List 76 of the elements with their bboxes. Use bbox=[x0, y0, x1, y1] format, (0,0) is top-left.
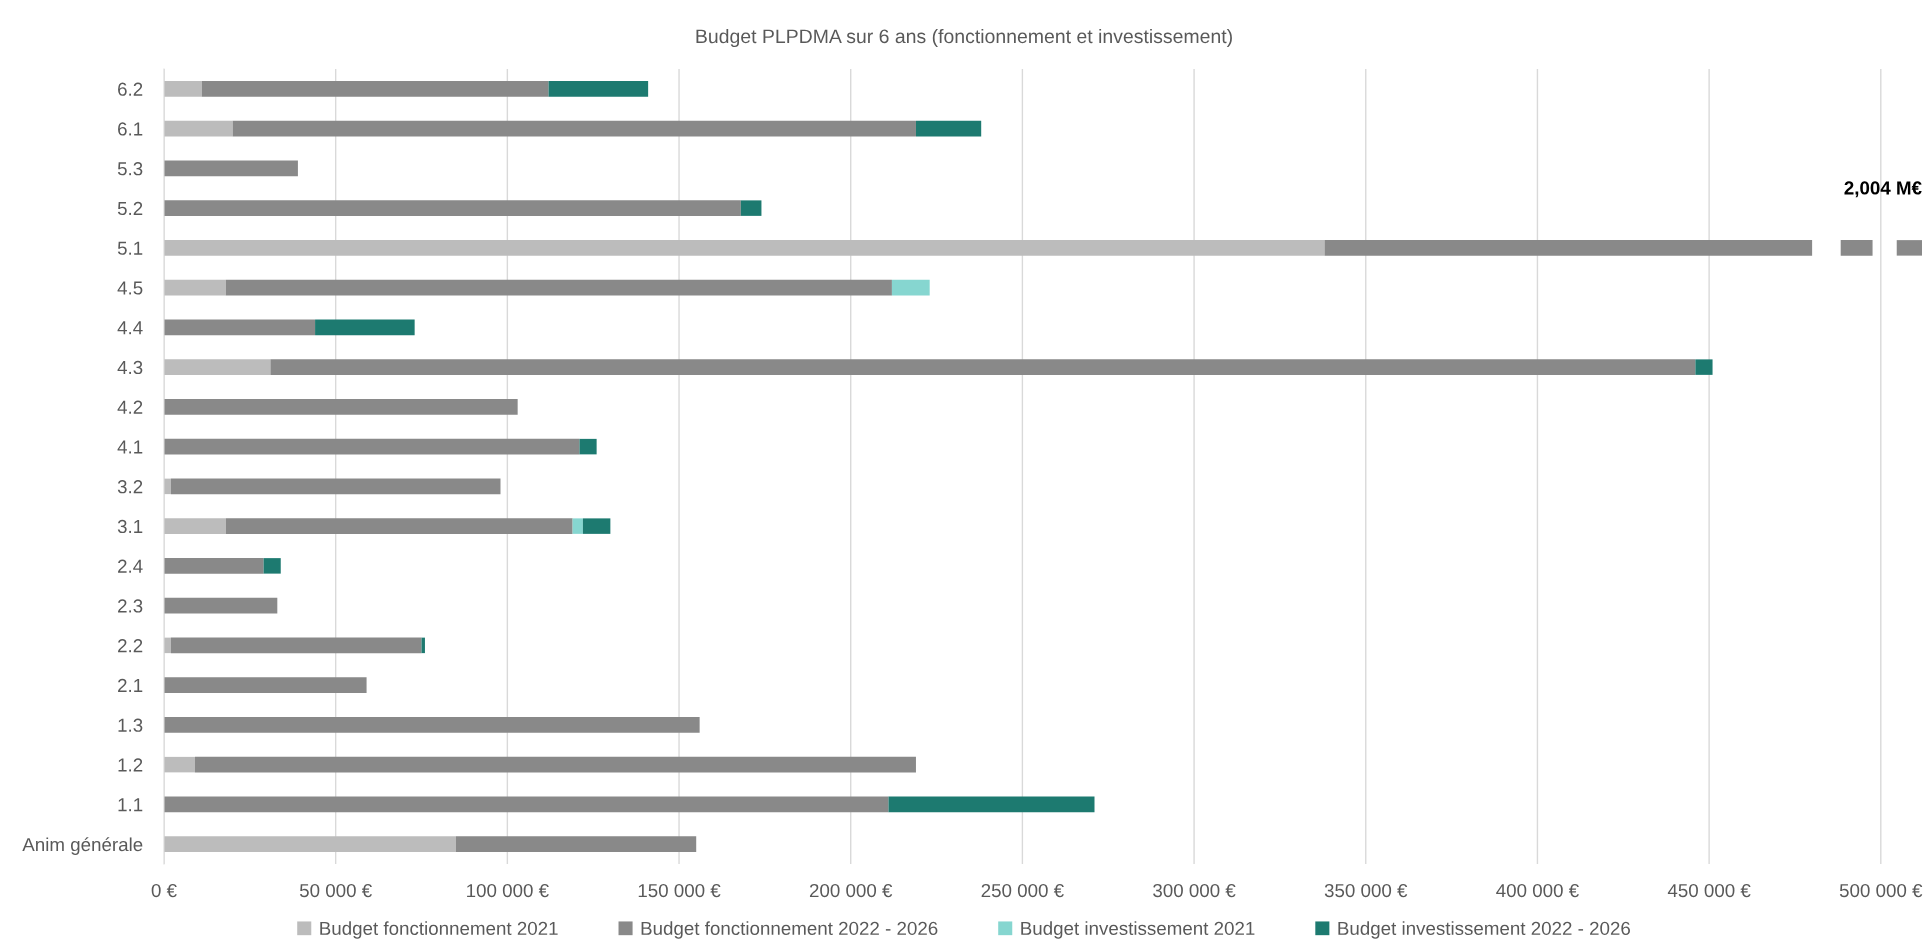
x-tick-label: 500 000 € bbox=[1839, 883, 1923, 898]
bar bbox=[225, 279, 892, 296]
bar bbox=[164, 597, 278, 614]
x-tick-label: 350 000 € bbox=[1324, 883, 1408, 898]
bar bbox=[170, 637, 422, 654]
x-tick-label: 150 000 € bbox=[638, 883, 721, 898]
x-tick-label: 450 000 € bbox=[1667, 883, 1751, 898]
bar bbox=[915, 120, 982, 137]
y-tick-label: 2.4 bbox=[118, 559, 143, 573]
x-tick-label: 250 000 € bbox=[981, 883, 1064, 898]
bar bbox=[582, 518, 611, 534]
bar bbox=[201, 81, 549, 97]
y-tick-label: 6.1 bbox=[118, 122, 143, 136]
x-tick-label: 200 000 € bbox=[809, 883, 893, 898]
bar bbox=[164, 160, 298, 177]
bar bbox=[548, 81, 649, 97]
bar bbox=[1695, 359, 1713, 375]
y-tick-label: 5.3 bbox=[117, 162, 143, 176]
legend-label: Budget investissement 2021 bbox=[1021, 921, 1255, 939]
x-tick-label: 400 000 € bbox=[1496, 883, 1579, 898]
bar bbox=[164, 677, 367, 693]
bar bbox=[164, 120, 233, 137]
x-tick-label: 50 000 € bbox=[299, 883, 372, 898]
bar bbox=[225, 518, 573, 534]
bar bbox=[164, 756, 195, 773]
y-tick-label: 4.4 bbox=[117, 321, 143, 335]
y-tick-label: 5.2 bbox=[117, 201, 143, 216]
bar bbox=[164, 836, 456, 852]
x-tick-label: 300 000 € bbox=[1153, 883, 1236, 898]
y-tick-label: 3.1 bbox=[117, 519, 143, 534]
bar bbox=[164, 240, 1325, 256]
bar bbox=[164, 359, 271, 375]
bar bbox=[315, 319, 415, 336]
bar bbox=[1324, 240, 1813, 256]
y-tick-label: 2.2 bbox=[118, 639, 143, 653]
y-tick-label: 6.2 bbox=[118, 82, 143, 96]
annotation: 2,004 M€ bbox=[1844, 181, 1922, 198]
bar bbox=[164, 438, 580, 455]
legend-label: Budget fonctionnement 2021 bbox=[320, 921, 558, 939]
y-tick-label: 5.1 bbox=[117, 241, 143, 255]
x-tick-label: 0 € bbox=[151, 883, 177, 898]
y-tick-label: 2.1 bbox=[118, 678, 143, 692]
bar bbox=[891, 279, 930, 296]
y-tick-label: 1.3 bbox=[118, 718, 143, 732]
bar bbox=[164, 518, 226, 534]
legend-label: Budget investissement 2022 - 2026 bbox=[1338, 921, 1630, 939]
bar bbox=[164, 81, 202, 97]
bar bbox=[740, 200, 762, 216]
y-tick-label: 4.3 bbox=[117, 360, 143, 375]
bar bbox=[194, 756, 916, 773]
bar bbox=[270, 359, 1696, 375]
bar bbox=[170, 478, 501, 495]
chart-title: Budget PLPDMA sur 6 ans (fonctionnement et investissement) bbox=[696, 28, 1232, 48]
bar bbox=[572, 518, 583, 534]
bar bbox=[263, 558, 281, 574]
y-tick-label: 4.5 bbox=[117, 281, 143, 295]
bar bbox=[579, 438, 597, 455]
y-tick-label: 4.1 bbox=[117, 440, 143, 454]
y-tick-label: Anim générale bbox=[22, 837, 143, 855]
x-tick-label: 100 000 € bbox=[467, 883, 549, 898]
bar bbox=[164, 200, 741, 216]
bar bbox=[164, 279, 226, 296]
bar bbox=[888, 796, 1095, 813]
y-tick-label: 1.1 bbox=[118, 798, 143, 812]
y-tick-label: 2.3 bbox=[118, 599, 143, 613]
bar bbox=[455, 836, 697, 852]
bar bbox=[164, 796, 889, 813]
y-tick-label: 4.2 bbox=[117, 400, 143, 414]
bar bbox=[164, 558, 264, 574]
legend-label: Budget fonctionnement 2022 - 2026 bbox=[641, 921, 938, 939]
bar bbox=[164, 319, 316, 336]
bar bbox=[232, 120, 916, 137]
bar bbox=[164, 399, 518, 415]
bar bbox=[164, 717, 700, 733]
y-tick-label: 1.2 bbox=[118, 758, 143, 772]
y-tick-label: 3.2 bbox=[117, 480, 143, 494]
